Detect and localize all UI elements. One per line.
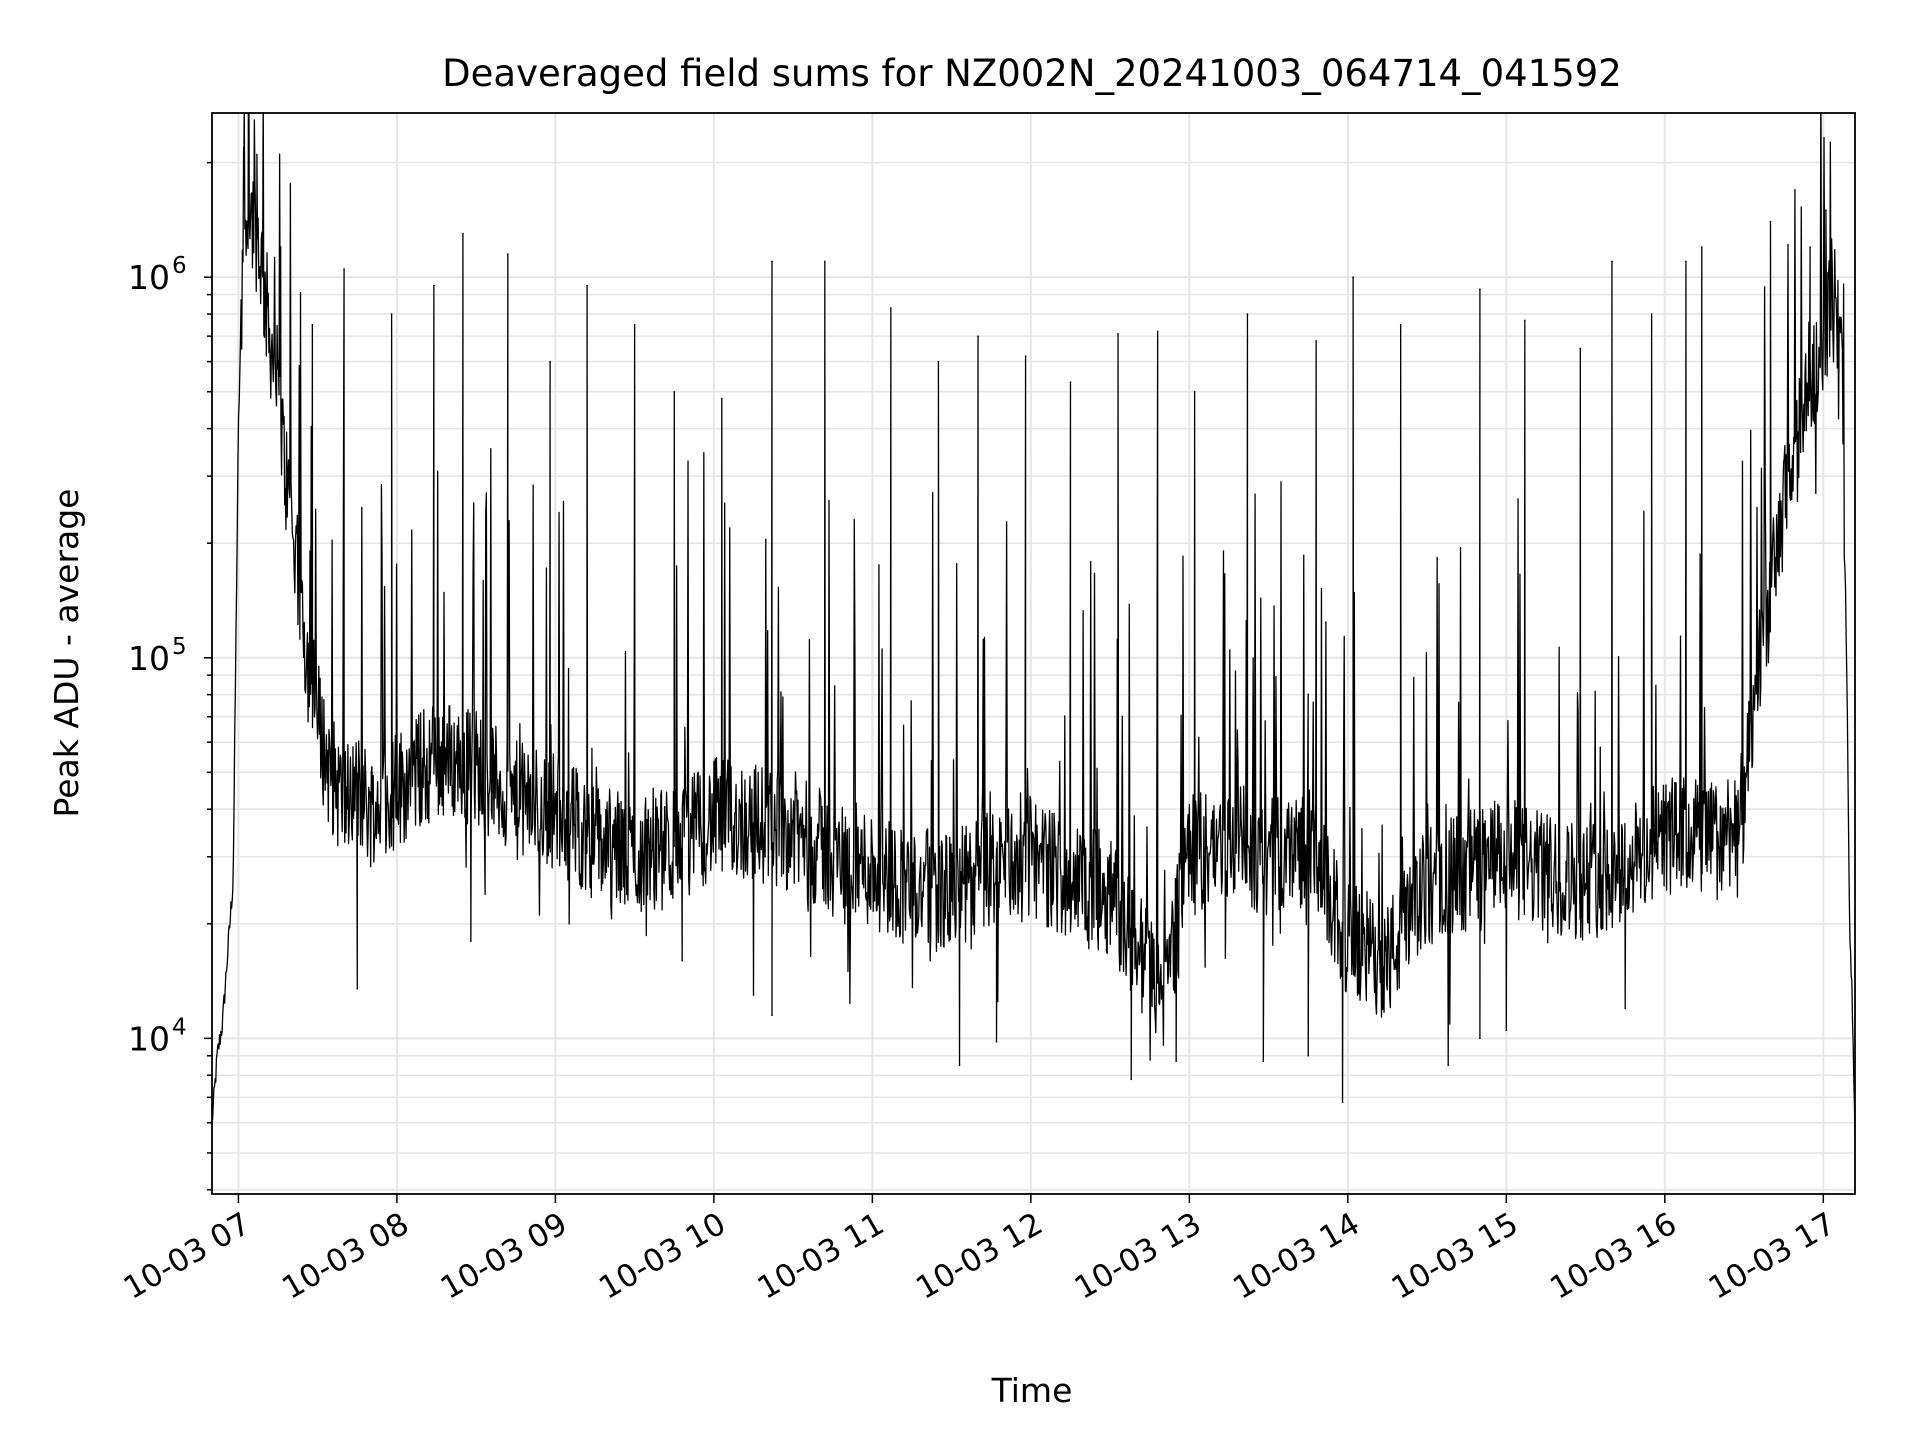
dip-point — [958, 1064, 961, 1067]
spike-point — [1479, 288, 1481, 290]
dip-point — [771, 1014, 773, 1017]
spike-point — [771, 260, 773, 263]
dip-point — [752, 994, 755, 996]
spike-point — [311, 323, 314, 326]
dip-point — [995, 1040, 998, 1043]
spike-point — [279, 246, 282, 248]
spike-point — [721, 397, 723, 400]
y-tick-label: 10 — [128, 639, 170, 678]
dip-point — [1307, 1054, 1310, 1057]
dip-point — [1447, 1064, 1450, 1067]
y-axis-label: Peak ADU - average — [47, 489, 86, 818]
spike-point — [633, 323, 636, 326]
spike-point — [242, 188, 245, 191]
spike-point — [507, 253, 509, 255]
spike-point — [1685, 260, 1687, 263]
spike-point — [977, 335, 979, 337]
y-tick-label-exponent: 4 — [172, 1014, 187, 1040]
plot-frame — [211, 112, 1856, 1195]
spike-point — [462, 233, 464, 235]
dip-point — [681, 959, 683, 962]
dip-point — [356, 987, 359, 990]
dip-point — [1624, 1007, 1626, 1010]
dip-point — [1130, 1078, 1133, 1081]
spike-point — [1650, 313, 1653, 315]
spike-point — [1700, 246, 1703, 248]
spike-point — [1117, 332, 1119, 335]
x-axis-label: Time — [991, 1371, 1073, 1410]
plot-area — [212, 113, 1855, 1139]
spike-point — [1156, 330, 1159, 333]
spike-point — [1193, 390, 1196, 393]
dip-point — [1341, 1101, 1344, 1103]
y-tick-label: 10 — [128, 1019, 170, 1058]
spike-point — [343, 268, 345, 270]
dip-point — [470, 940, 472, 943]
spike-point — [1024, 355, 1027, 357]
spike-point — [890, 307, 892, 309]
spike-point — [549, 360, 551, 363]
spike-point — [256, 153, 258, 156]
spike-point — [1315, 340, 1317, 342]
spike-point — [673, 390, 676, 393]
dip-point — [1505, 1029, 1508, 1032]
spike-point — [1579, 347, 1582, 350]
spike-point — [1399, 323, 1402, 326]
dip-point — [1262, 1060, 1265, 1063]
spike-point — [586, 284, 588, 287]
series-line — [212, 113, 1855, 1139]
spike-point — [390, 313, 393, 315]
spike-point — [1769, 220, 1772, 223]
spike-point — [1352, 276, 1354, 278]
spike-point — [1524, 319, 1526, 322]
spike-point — [824, 260, 826, 263]
chart-title: Deaveraged field sums for NZ002N_2024100… — [442, 52, 1622, 95]
spike-point — [1809, 246, 1811, 248]
spike-point — [1246, 313, 1249, 315]
dip-point — [1479, 1037, 1481, 1040]
spike-point — [937, 360, 940, 363]
dip-point — [1175, 1060, 1177, 1063]
spike-point — [1611, 260, 1613, 263]
spike-point — [1825, 209, 1827, 211]
spike-point — [433, 284, 435, 287]
spike-point — [1069, 381, 1072, 383]
y-tick-label: 10 — [128, 258, 170, 297]
y-tick-label-exponent: 5 — [172, 634, 187, 660]
y-tick-label-exponent: 6 — [172, 253, 187, 279]
